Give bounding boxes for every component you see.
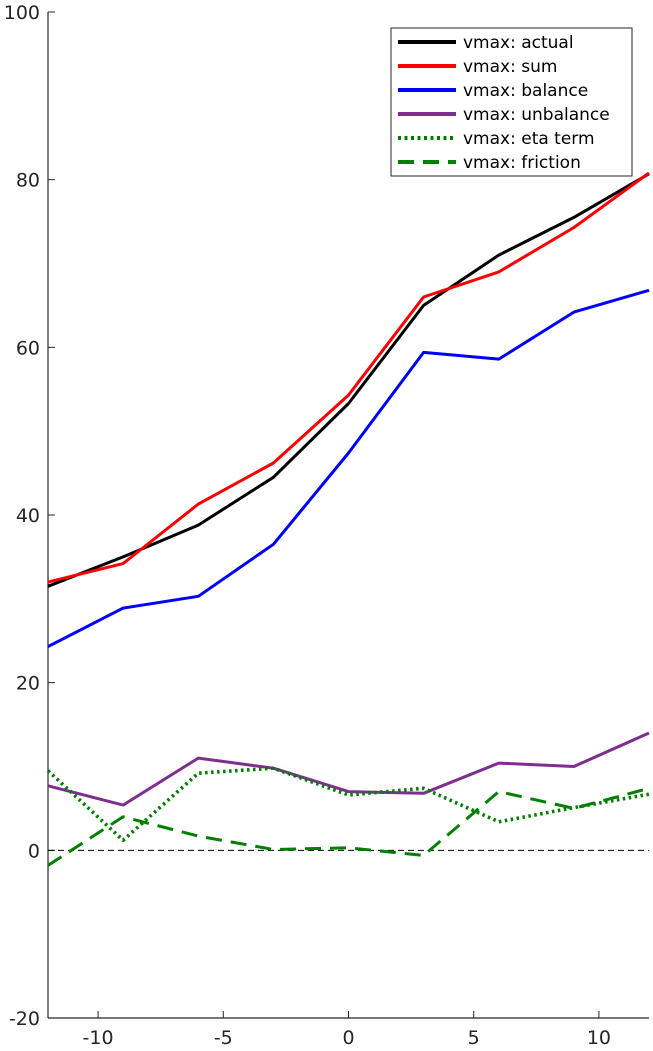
series-layer	[46, 171, 650, 867]
legend-label: vmax: actual	[463, 33, 574, 53]
series-line-vmax-friction	[47, 786, 650, 867]
x-tick-label: -10	[83, 1027, 114, 1049]
legend: vmax: actual vmax: sum vmax: balance vmax: …	[390, 27, 633, 177]
y-tick-label: 0	[28, 840, 40, 862]
legend-label: vmax: unbalance	[463, 105, 610, 125]
y-tick-label: 40	[16, 505, 40, 527]
y-tick-label: 60	[16, 337, 40, 359]
x-tick-label: 5	[468, 1027, 480, 1049]
series-line-vmax-sum	[47, 171, 650, 584]
legend-label: vmax: friction	[463, 153, 581, 173]
legend-label: vmax: balance	[463, 81, 588, 101]
y-tick-label: 20	[16, 673, 40, 695]
x-tick-label: 0	[342, 1027, 354, 1049]
y-tick-label: 80	[16, 170, 40, 192]
legend-box	[390, 27, 633, 177]
y-tick-label: 100	[4, 2, 40, 24]
series-line-vmax-actual	[47, 172, 650, 588]
axes: -20 0 20 40 60 80 100 -10 -5 0 5 10	[4, 2, 649, 1049]
x-tick-label: 10	[587, 1027, 611, 1049]
x-tick-label: -5	[214, 1027, 233, 1049]
legend-label: vmax: eta term	[463, 129, 595, 149]
series-line-vmax-balance	[47, 288, 650, 648]
series-line-vmax-unbalance	[47, 731, 650, 807]
legend-label: vmax: sum	[463, 57, 557, 77]
y-tick-label: -20	[9, 1008, 40, 1030]
